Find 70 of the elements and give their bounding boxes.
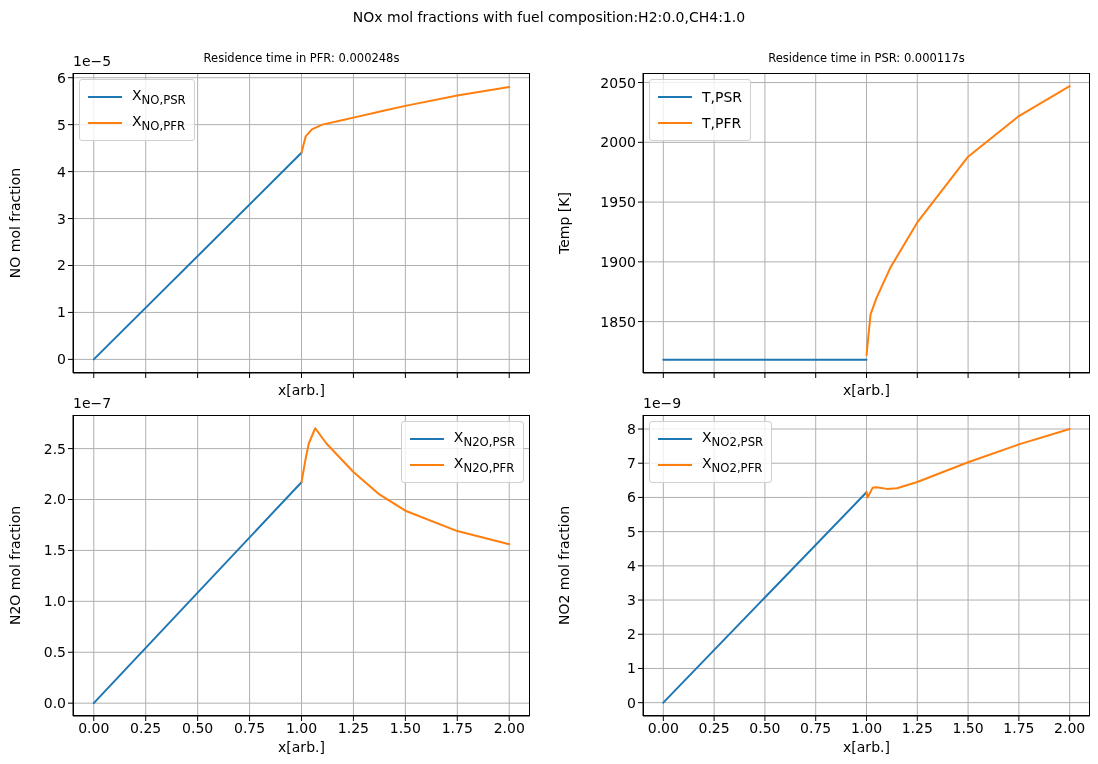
legend-label: X$_{NO,PSR}$ [132,87,186,107]
y-tick-label: 4 [57,163,67,180]
y-tick-label: 1.0 [43,593,66,610]
y-tick-label: 5 [627,523,636,540]
y-tick-label: 3 [627,592,636,609]
y-tick-label: 4 [627,557,637,574]
y-tick-label: 6 [627,489,637,506]
x-tick-label: 1.25 [337,719,370,736]
legend-label: X$_{NO2,PFR}$ [702,455,763,475]
x-tick-label: 0.75 [800,719,832,736]
y-tick-label: 5 [57,116,66,133]
x-tick-label: 0.25 [130,719,162,736]
y-tick-label: 2 [627,626,636,643]
y-tick-label: 6 [57,69,67,86]
y-tick-label: 0 [627,694,636,711]
legend-label: X$_{NO,PFR}$ [132,113,186,133]
text: NOx mol fractions with fuel composition:H2:0.0,CH4:1.0 [351,9,747,25]
y-tick-label: 1900 [600,253,636,270]
x-tick-label: 0.25 [698,719,730,736]
x-tick-label: 1.00 [285,719,318,736]
y-tick-label: 7 [627,455,636,472]
y-tick-label: 3 [57,210,66,227]
y-tick-label: 1950 [600,194,636,211]
y-tick-label: 0.5 [43,644,66,661]
y-tick-label: 8 [627,420,636,437]
x-tick-label: 0.00 [647,719,679,736]
y-tick-label: 2.5 [43,440,66,457]
x-axis-title: x[arb.] [842,738,891,756]
x-tick-label: 2.00 [1054,719,1086,736]
chart-title: Residence time in PSR: 0.000117s [767,51,966,65]
y-axis-title: NO2 mol fraction [555,505,572,626]
y-tick-label: 2050 [600,74,636,91]
chart-title: Residence time in PFR: 0.000248s [203,51,400,65]
y-tick-label: 1850 [600,313,636,330]
x-tick-label: 0.75 [233,719,266,736]
legend-label: T,PSR [702,89,743,105]
y-tick-label: 1.5 [43,542,66,559]
line-series [300,86,511,154]
legend-label: X$_{N2O,PSR}$ [453,429,515,449]
y-tick-label: 1 [57,304,66,321]
x-tick-label: 1.50 [389,719,421,736]
x-axis-title: x[arb.] [843,382,890,398]
y-axis-title: NO mol fraction [6,167,23,279]
y-axis-title: N2O mol fraction [6,505,23,626]
x-tick-label: 1.75 [1003,719,1035,736]
y-tick-label: 0.0 [43,695,66,712]
y-tick-label: 0 [57,351,66,368]
text: 1e−9 [643,395,682,411]
x-tick-label: 0.50 [749,719,781,736]
y-tick-label: 2 [57,257,66,274]
y-tick-label: 2000 [600,134,636,151]
text: 1e−5 [73,53,112,69]
line-series [865,85,1071,357]
y-tick-label: 2.0 [43,491,66,508]
x-tick-label: 1.75 [441,719,473,736]
x-tick-label: 1.50 [952,719,984,736]
text: 1e−7 [73,395,112,411]
x-axis-title: x[arb.] [277,738,326,756]
y-axis-title: Temp [K] [555,192,572,255]
legend-label: X$_{NO2,PSR}$ [702,429,764,449]
x-tick-label: 1.00 [850,719,883,736]
x-axis-title: x[arb.] [278,382,325,398]
y-tick-label: 1 [627,660,636,677]
x-tick-label: 1.25 [901,719,933,736]
x-tick-label: 0.00 [78,719,110,736]
x-tick-label: 0.50 [182,719,214,736]
line-series [865,428,1071,499]
legend-label: T,PFR [702,115,742,131]
legend-label: X$_{N2O,PFR}$ [453,455,515,475]
x-tick-label: 2.00 [493,719,525,736]
